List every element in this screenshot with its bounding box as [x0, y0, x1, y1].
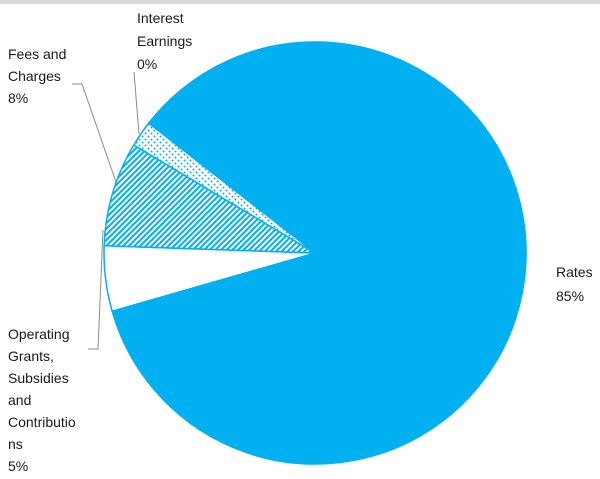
leader-lines	[72, 71, 140, 350]
pie-slice-interest-earnings	[132, 122, 316, 254]
pie-slice-rates	[111, 41, 527, 465]
label-fees-and-charges: Fees and Charges 8%	[8, 46, 70, 106]
top-border	[0, 0, 600, 4]
slices-layer	[103, 41, 527, 465]
pie-slice-fees-and-charges	[103, 143, 316, 254]
leader-line-interest	[133, 71, 140, 135]
leader-line-grants	[88, 229, 104, 350]
label-rates: Rates 85%	[556, 264, 596, 304]
label-interest-earnings: Interest Earnings 0%	[137, 10, 196, 72]
leader-line-fees	[72, 83, 117, 183]
label-operating-grants: Operating Grants, Subsidies and Contribu…	[8, 326, 80, 474]
